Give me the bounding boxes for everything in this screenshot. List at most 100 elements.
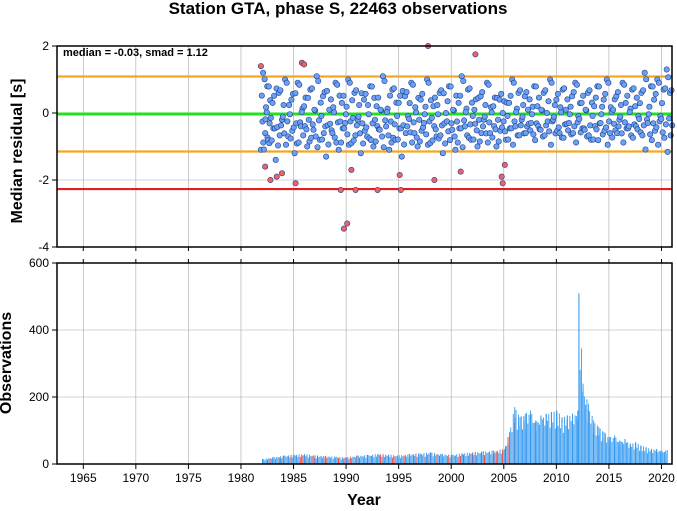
scatter-point <box>422 103 429 110</box>
scatter-point <box>651 96 658 103</box>
outlier-point <box>301 61 308 68</box>
histogram-bar <box>532 422 534 464</box>
histogram-bar <box>449 457 451 464</box>
histogram-bar <box>648 448 650 464</box>
histogram-bar <box>523 416 525 464</box>
histogram-bar <box>568 429 570 464</box>
scatter-point <box>386 92 393 99</box>
histogram-bar <box>548 414 550 464</box>
histogram-bar <box>595 435 597 464</box>
histogram-bar <box>291 457 293 464</box>
histogram-bar <box>610 436 612 464</box>
scatter-point <box>479 89 486 96</box>
histogram-bar <box>583 396 585 464</box>
histogram-bar <box>394 456 396 464</box>
histogram-bar <box>365 457 367 464</box>
histogram-bar <box>656 448 658 464</box>
scatter-point <box>425 79 432 86</box>
histogram-bar <box>346 457 347 464</box>
histogram-bar <box>447 456 448 464</box>
histogram-bar <box>463 454 464 464</box>
scatter-point <box>260 146 267 153</box>
residual-panel: -4 -2 0 2 median = -0.03, smad = 1.12 Media… <box>9 39 676 263</box>
scatter-point <box>580 92 587 99</box>
scatter-point <box>301 103 308 110</box>
histogram-bar <box>574 415 576 464</box>
histogram-bar <box>635 442 637 464</box>
scatter-point <box>452 146 459 153</box>
scatter-point <box>439 150 446 157</box>
scatter-point <box>421 111 428 118</box>
y-tick-label: 200 <box>29 390 49 404</box>
histogram-bar <box>289 457 291 464</box>
scatter-point <box>642 146 649 153</box>
scatter-point <box>448 120 455 127</box>
scatter-point <box>382 117 389 124</box>
histogram-bar <box>331 456 333 464</box>
histogram-bar <box>593 420 595 464</box>
histogram-bar <box>465 456 467 464</box>
scatter-point <box>661 134 668 141</box>
scatter-point <box>578 99 585 106</box>
histogram-bar <box>518 414 519 464</box>
scatter-point <box>303 126 310 133</box>
scatter-point <box>385 132 392 139</box>
histogram-bar <box>372 454 374 464</box>
histogram-bar <box>399 458 401 464</box>
histogram-bar <box>543 417 545 464</box>
histogram-bar <box>367 454 369 464</box>
x-tick-label: 1965 <box>70 471 97 485</box>
residual-points <box>257 42 676 232</box>
scatter-point <box>560 134 567 141</box>
scatter-point <box>410 119 417 126</box>
histogram-bar <box>335 456 337 464</box>
scatter-point <box>468 99 475 106</box>
scatter-point <box>470 136 477 143</box>
scatter-point <box>357 150 364 157</box>
histogram-bar <box>333 456 335 464</box>
scatter-point <box>334 81 341 88</box>
histogram-bar <box>317 455 318 464</box>
histogram-bar <box>580 348 582 464</box>
x-tick-label: 2020 <box>648 471 675 485</box>
histogram-bar <box>415 453 417 464</box>
histogram-bar <box>619 440 621 464</box>
histogram-bar <box>351 458 353 464</box>
histogram-bar <box>375 456 377 464</box>
histogram-bar <box>554 428 556 464</box>
scatter-point <box>629 134 636 141</box>
scatter-point <box>286 111 293 118</box>
scatter-point <box>449 126 456 133</box>
histogram-bar <box>377 453 379 464</box>
histogram-bar <box>640 445 642 464</box>
scatter-point <box>522 130 529 137</box>
scatter-point <box>602 124 609 131</box>
x-tick-label: 2010 <box>543 471 570 485</box>
scatter-point <box>565 120 572 127</box>
scatter-point <box>490 103 497 110</box>
scatter-point <box>309 121 316 128</box>
scatter-point <box>379 133 386 140</box>
scatter-point <box>288 96 295 103</box>
scatter-point <box>327 120 334 127</box>
scatter-point <box>528 111 535 118</box>
histogram-bar <box>636 447 638 464</box>
histogram-bar <box>499 449 501 464</box>
scatter-point <box>353 122 360 129</box>
histogram-bar <box>286 456 288 464</box>
histogram-bar <box>296 454 297 464</box>
histogram-bar <box>507 437 509 464</box>
scatter-point <box>364 102 371 109</box>
histogram-bar <box>528 414 530 464</box>
histogram-bar <box>267 459 268 464</box>
histogram-bar <box>638 450 640 464</box>
histogram-bar <box>360 455 362 464</box>
histogram-bar <box>649 451 651 464</box>
scatter-point <box>461 123 468 130</box>
scatter-point <box>620 139 627 146</box>
outlier-point <box>498 173 505 180</box>
histogram-bar <box>412 454 414 464</box>
scatter-point <box>545 98 552 105</box>
scatter-point <box>454 139 461 146</box>
scatter-point <box>486 119 493 126</box>
